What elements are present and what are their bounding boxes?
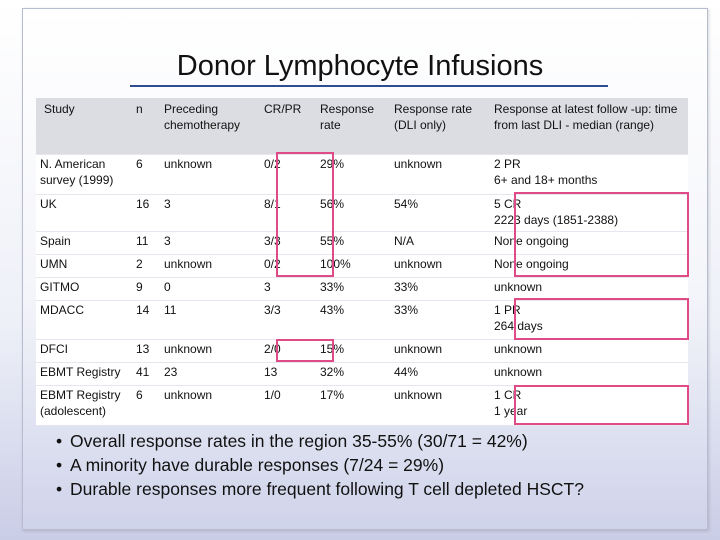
slide-title: Donor Lymphocyte Infusions [176,50,544,82]
cell-response-rate-dli: 44% [390,362,490,386]
header-study: Study [36,98,132,155]
header-response-rate-dli: Response rate (DLI only) [390,98,490,155]
cell-preceding-chemo: unknown [160,385,260,426]
cell-response-rate-dli: 33% [390,300,490,340]
header-latest-response: Response at latest follow -up: time from… [490,98,688,155]
cell-preceding-chemo: 0 [160,277,260,301]
cell-cr-pr: 2/0 [260,339,316,363]
title-underline [130,85,608,87]
cell-latest-response: unknown [490,339,688,363]
table-row: GITMO 9 0 3 33% 33% unknown [36,277,688,301]
cell-response-rate: 55% [316,231,390,255]
cell-preceding-chemo: 3 [160,194,260,232]
cell-response-rate: 17% [316,385,390,426]
bullet-item: • A minority have durable responses (7/24… [56,454,706,478]
dli-results-table: Study n Preceding chemotherapy CR/PR Respons… [36,98,688,426]
cell-response-rate: 32% [316,362,390,386]
cell-preceding-chemo: unknown [160,254,260,278]
cell-study: GITMO [36,277,132,301]
cell-study: Spain [36,231,132,255]
cell-response-rate-dli: unknown [390,339,490,363]
cell-response-rate: 100% [316,254,390,278]
cell-n: 13 [132,339,160,363]
cell-cr-pr: 8/1 [260,194,316,232]
cell-n: 9 [132,277,160,301]
cell-response-rate: 56% [316,194,390,232]
cell-response-rate: 29% [316,154,390,195]
cell-latest-response: None ongoing [490,231,688,255]
cell-n: 2 [132,254,160,278]
cell-preceding-chemo: 23 [160,362,260,386]
summary-bullets: • Overall response rates in the region 35… [56,430,706,501]
cell-n: 6 [132,154,160,195]
cell-study: N. American survey (1999) [36,154,132,195]
cell-preceding-chemo: 3 [160,231,260,255]
cell-latest-response: 1 CR 1 year [490,385,688,426]
cell-cr-pr: 3/3 [260,300,316,340]
header-n: n [132,98,160,155]
cell-study: DFCI [36,339,132,363]
cell-latest-response: unknown [490,277,688,301]
cell-latest-response: None ongoing [490,254,688,278]
cell-latest-response: 5 CR 2223 days (1851-2388) [490,194,688,232]
cell-preceding-chemo: unknown [160,339,260,363]
bullet-item: • Durable responses more frequent followi… [56,478,706,502]
cell-response-rate: 33% [316,277,390,301]
cell-study: EBMT Registry (adolescent) [36,385,132,426]
cell-cr-pr: 0/2 [260,254,316,278]
cell-n: 16 [132,194,160,232]
cell-response-rate-dli: 33% [390,277,490,301]
cell-response-rate-dli: N/A [390,231,490,255]
cell-preceding-chemo: 11 [160,300,260,340]
cell-study: MDACC [36,300,132,340]
cell-cr-pr: 0/2 [260,154,316,195]
header-response-rate: Response rate [316,98,390,155]
cell-cr-pr: 13 [260,362,316,386]
cell-study: UK [36,194,132,232]
bullet-text: Durable responses more frequent followin… [70,478,584,499]
cell-cr-pr: 3 [260,277,316,301]
table-row: N. American survey (1999) 6 unknown 0/2 29% u… [36,154,688,195]
cell-cr-pr: 1/0 [260,385,316,426]
table-row: UK 16 3 8/1 56% 54% 5 CR 2223 days (1851-2388) [36,194,688,232]
table-row: EBMT Registry (adolescent) 6 unknown 1/0 17%… [36,385,688,426]
cell-response-rate-dli: unknown [390,154,490,195]
cell-response-rate-dli: unknown [390,385,490,426]
cell-latest-response: 2 PR 6+ and 18+ months [490,154,688,195]
bullet-glyph: • [56,478,63,499]
table-row: EBMT Registry 41 23 13 32% 44% unknown [36,362,688,386]
header-cr-pr: CR/PR [260,98,316,155]
table-row: DFCI 13 unknown 2/0 15% unknown unknown [36,339,688,363]
cell-preceding-chemo: unknown [160,154,260,195]
bullet-text: Overall response rates in the region 35-… [70,431,528,451]
cell-cr-pr: 3/3 [260,231,316,255]
cell-study: UMN [36,254,132,278]
table-header-row: Study n Preceding chemotherapy CR/PR Respons… [36,98,688,155]
cell-latest-response: 1 PR 264 days [490,300,688,340]
cell-n: 11 [132,231,160,255]
bullet-item: • Overall response rates in the region 35… [56,430,706,454]
table-row: UMN 2 unknown 0/2 100% unknown None ongoing [36,254,688,278]
cell-n: 41 [132,362,160,386]
cell-n: 6 [132,385,160,426]
header-preceding-chemo: Preceding chemotherapy [160,98,260,155]
cell-response-rate: 43% [316,300,390,340]
cell-latest-response: unknown [490,362,688,386]
cell-n: 14 [132,300,160,340]
cell-response-rate-dli: 54% [390,194,490,232]
bullet-glyph: • [56,454,63,475]
bullet-text: A minority have durable responses (7/24 … [70,454,445,475]
cell-study: EBMT Registry [36,362,132,386]
cell-response-rate: 15% [316,339,390,363]
table-row: MDACC 14 11 3/3 43% 33% 1 PR 264 days [36,300,688,340]
cell-response-rate-dli: unknown [390,254,490,278]
table-row: Spain 11 3 3/3 55% N/A None ongoing [36,231,688,255]
bullet-glyph: • [56,431,63,451]
